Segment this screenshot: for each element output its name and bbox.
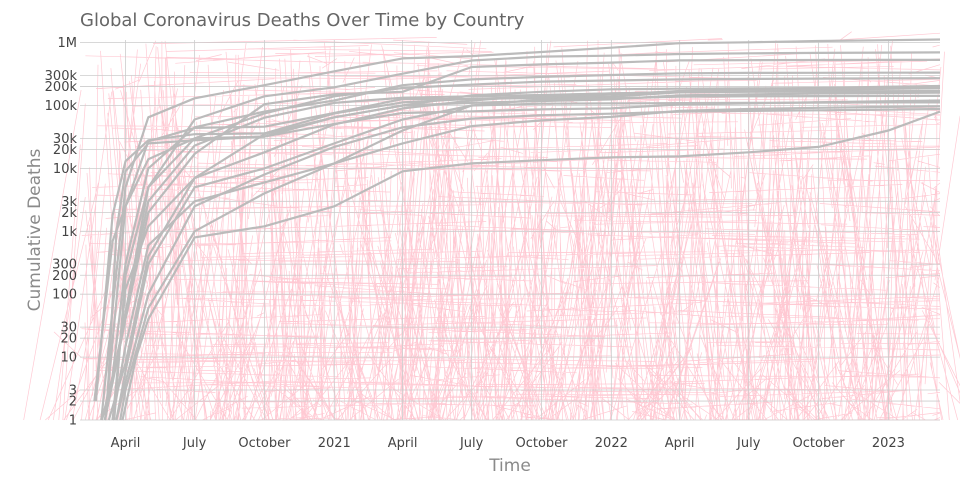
y-tick-label: 20 — [60, 332, 77, 347]
series-line-0 — [100, 38, 941, 421]
series-line-14 — [111, 105, 941, 421]
x-axis-title: Time — [488, 456, 531, 476]
x-tick-label: October — [238, 436, 291, 451]
y-tick-label: 200k — [45, 80, 78, 95]
y-tick-label: 30k — [53, 132, 78, 147]
y-tick-label: 100k — [45, 99, 78, 114]
x-tick-label: 2021 — [318, 436, 351, 451]
x-tick-label: 2022 — [595, 436, 628, 451]
y-tick-label: 30 — [60, 321, 77, 336]
series-lines — [93, 38, 941, 421]
y-tick-label: 2k — [61, 206, 77, 221]
x-tick-label: July — [459, 436, 484, 451]
chart-title: Global Coronavirus Deaths Over Time by C… — [80, 10, 525, 31]
y-tick-label: 1k — [61, 225, 77, 240]
y-tick-label: 100 — [52, 288, 77, 303]
y-tick-label: 300 — [52, 258, 77, 273]
series-line-11 — [111, 86, 941, 421]
y-tick-label: 300k — [45, 69, 78, 84]
y-tick-label: 10 — [60, 351, 77, 366]
x-tick-label: April — [388, 436, 418, 451]
series-line-15 — [119, 101, 940, 421]
series-line-2 — [107, 58, 940, 402]
series-line-6 — [103, 84, 941, 421]
y-tick-label: 3k — [61, 195, 77, 210]
x-tick-label: April — [111, 436, 141, 451]
y-tick-label: 3 — [69, 383, 77, 398]
y-tick-label: 2 — [69, 395, 77, 410]
series-line-3 — [100, 71, 941, 421]
series-line-12 — [115, 107, 941, 421]
x-tick-label: April — [665, 436, 695, 451]
y-tick-label: 20k — [53, 143, 78, 158]
y-axis-title: Cumulative Deaths — [25, 149, 45, 312]
x-axis-ticks: April July October 2021 April July October 2022… — [111, 436, 905, 451]
x-tick-label: July — [736, 436, 761, 451]
grid-lines — [80, 40, 940, 421]
y-tick-label: 200 — [52, 269, 77, 284]
series-line-1 — [113, 51, 941, 421]
x-tick-label: October — [793, 436, 846, 451]
y-tick-label: 1 — [69, 414, 77, 429]
x-tick-label: 2023 — [872, 436, 905, 451]
y-tick-label: 10k — [53, 162, 78, 177]
x-tick-label: July — [182, 436, 207, 451]
series-line-4 — [103, 77, 941, 421]
y-tick-label: 1M — [58, 36, 78, 51]
series-line-8 — [93, 91, 941, 402]
series-line-16 — [121, 110, 941, 421]
x-tick-label: October — [515, 436, 568, 451]
